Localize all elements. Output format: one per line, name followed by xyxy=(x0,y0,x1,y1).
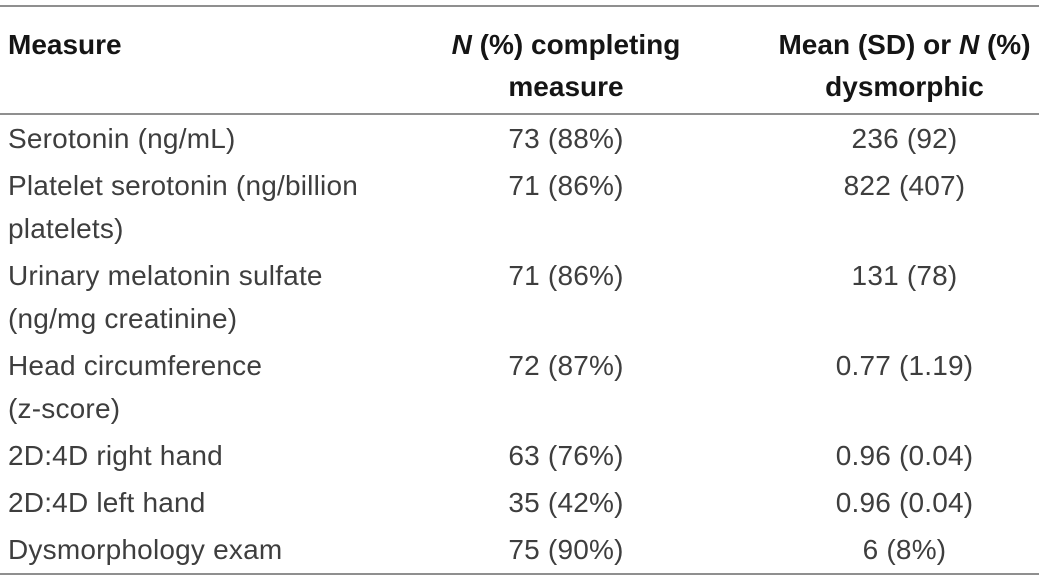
table-row: Head circumference (z-score) 72 (87%) 0.… xyxy=(0,342,1039,432)
header-completing: N (%) completing measure xyxy=(426,6,706,115)
completing-cell: 73 (88%) xyxy=(508,123,624,154)
header-completing-rest: (%) completing measure xyxy=(471,29,681,102)
table-row: Platelet serotonin (ng/billion platelets… xyxy=(0,162,1039,252)
measure-cell: 2D:4D right hand xyxy=(8,440,223,471)
completing-cell: 71 (86%) xyxy=(508,170,624,201)
header-measure-label: Measure xyxy=(8,29,122,60)
completing-cell: 75 (90%) xyxy=(508,534,624,565)
value-cell: 131 (78) xyxy=(851,260,958,291)
measure-cell: 2D:4D left hand xyxy=(8,487,206,518)
completing-cell: 72 (87%) xyxy=(508,350,624,381)
measure-cell: Dysmorphology exam xyxy=(8,534,283,565)
completing-cell: 63 (76%) xyxy=(508,440,624,471)
header-measure: Measure xyxy=(0,6,426,115)
measures-table: Measure N (%) completing measure Mean (S… xyxy=(0,5,1039,575)
value-cell: 0.96 (0.04) xyxy=(835,440,974,471)
header-row: Measure N (%) completing measure Mean (S… xyxy=(0,6,1039,115)
value-cell: 0.96 (0.04) xyxy=(835,487,974,518)
header-value-part1: Mean (SD) or xyxy=(778,29,959,60)
table-body: Serotonin (ng/mL) 73 (88%) 236 (92) Plat… xyxy=(0,114,1039,574)
header-completing-n: N xyxy=(451,29,472,60)
value-cell: 822 (407) xyxy=(843,170,966,201)
completing-cell: 35 (42%) xyxy=(508,487,624,518)
table-row: 2D:4D right hand 63 (76%) 0.96 (0.04) xyxy=(0,432,1039,479)
table-row: Serotonin (ng/mL) 73 (88%) 236 (92) xyxy=(0,114,1039,162)
value-cell: 236 (92) xyxy=(851,123,958,154)
value-cell: 6 (8%) xyxy=(862,534,947,565)
table-row: 2D:4D left hand 35 (42%) 0.96 (0.04) xyxy=(0,479,1039,526)
value-cell: 0.77 (1.19) xyxy=(835,350,974,381)
table-header: Measure N (%) completing measure Mean (S… xyxy=(0,6,1039,115)
measure-cell: Urinary melatonin sulfate (ng/mg creatin… xyxy=(8,260,323,334)
table-row: Dysmorphology exam 75 (90%) 6 (8%) xyxy=(0,526,1039,574)
measure-cell: Head circumference (z-score) xyxy=(8,350,263,424)
table-row: Urinary melatonin sulfate (ng/mg creatin… xyxy=(0,252,1039,342)
completing-cell: 71 (86%) xyxy=(508,260,624,291)
header-value-n: N xyxy=(958,29,980,60)
header-value-part2: (%) dysmorphic xyxy=(825,29,1031,102)
measure-cell: Serotonin (ng/mL) xyxy=(8,123,236,154)
header-value: Mean (SD) or N (%) dysmorphic xyxy=(706,6,1039,115)
measure-cell: Platelet serotonin (ng/billion platelets… xyxy=(8,170,358,244)
